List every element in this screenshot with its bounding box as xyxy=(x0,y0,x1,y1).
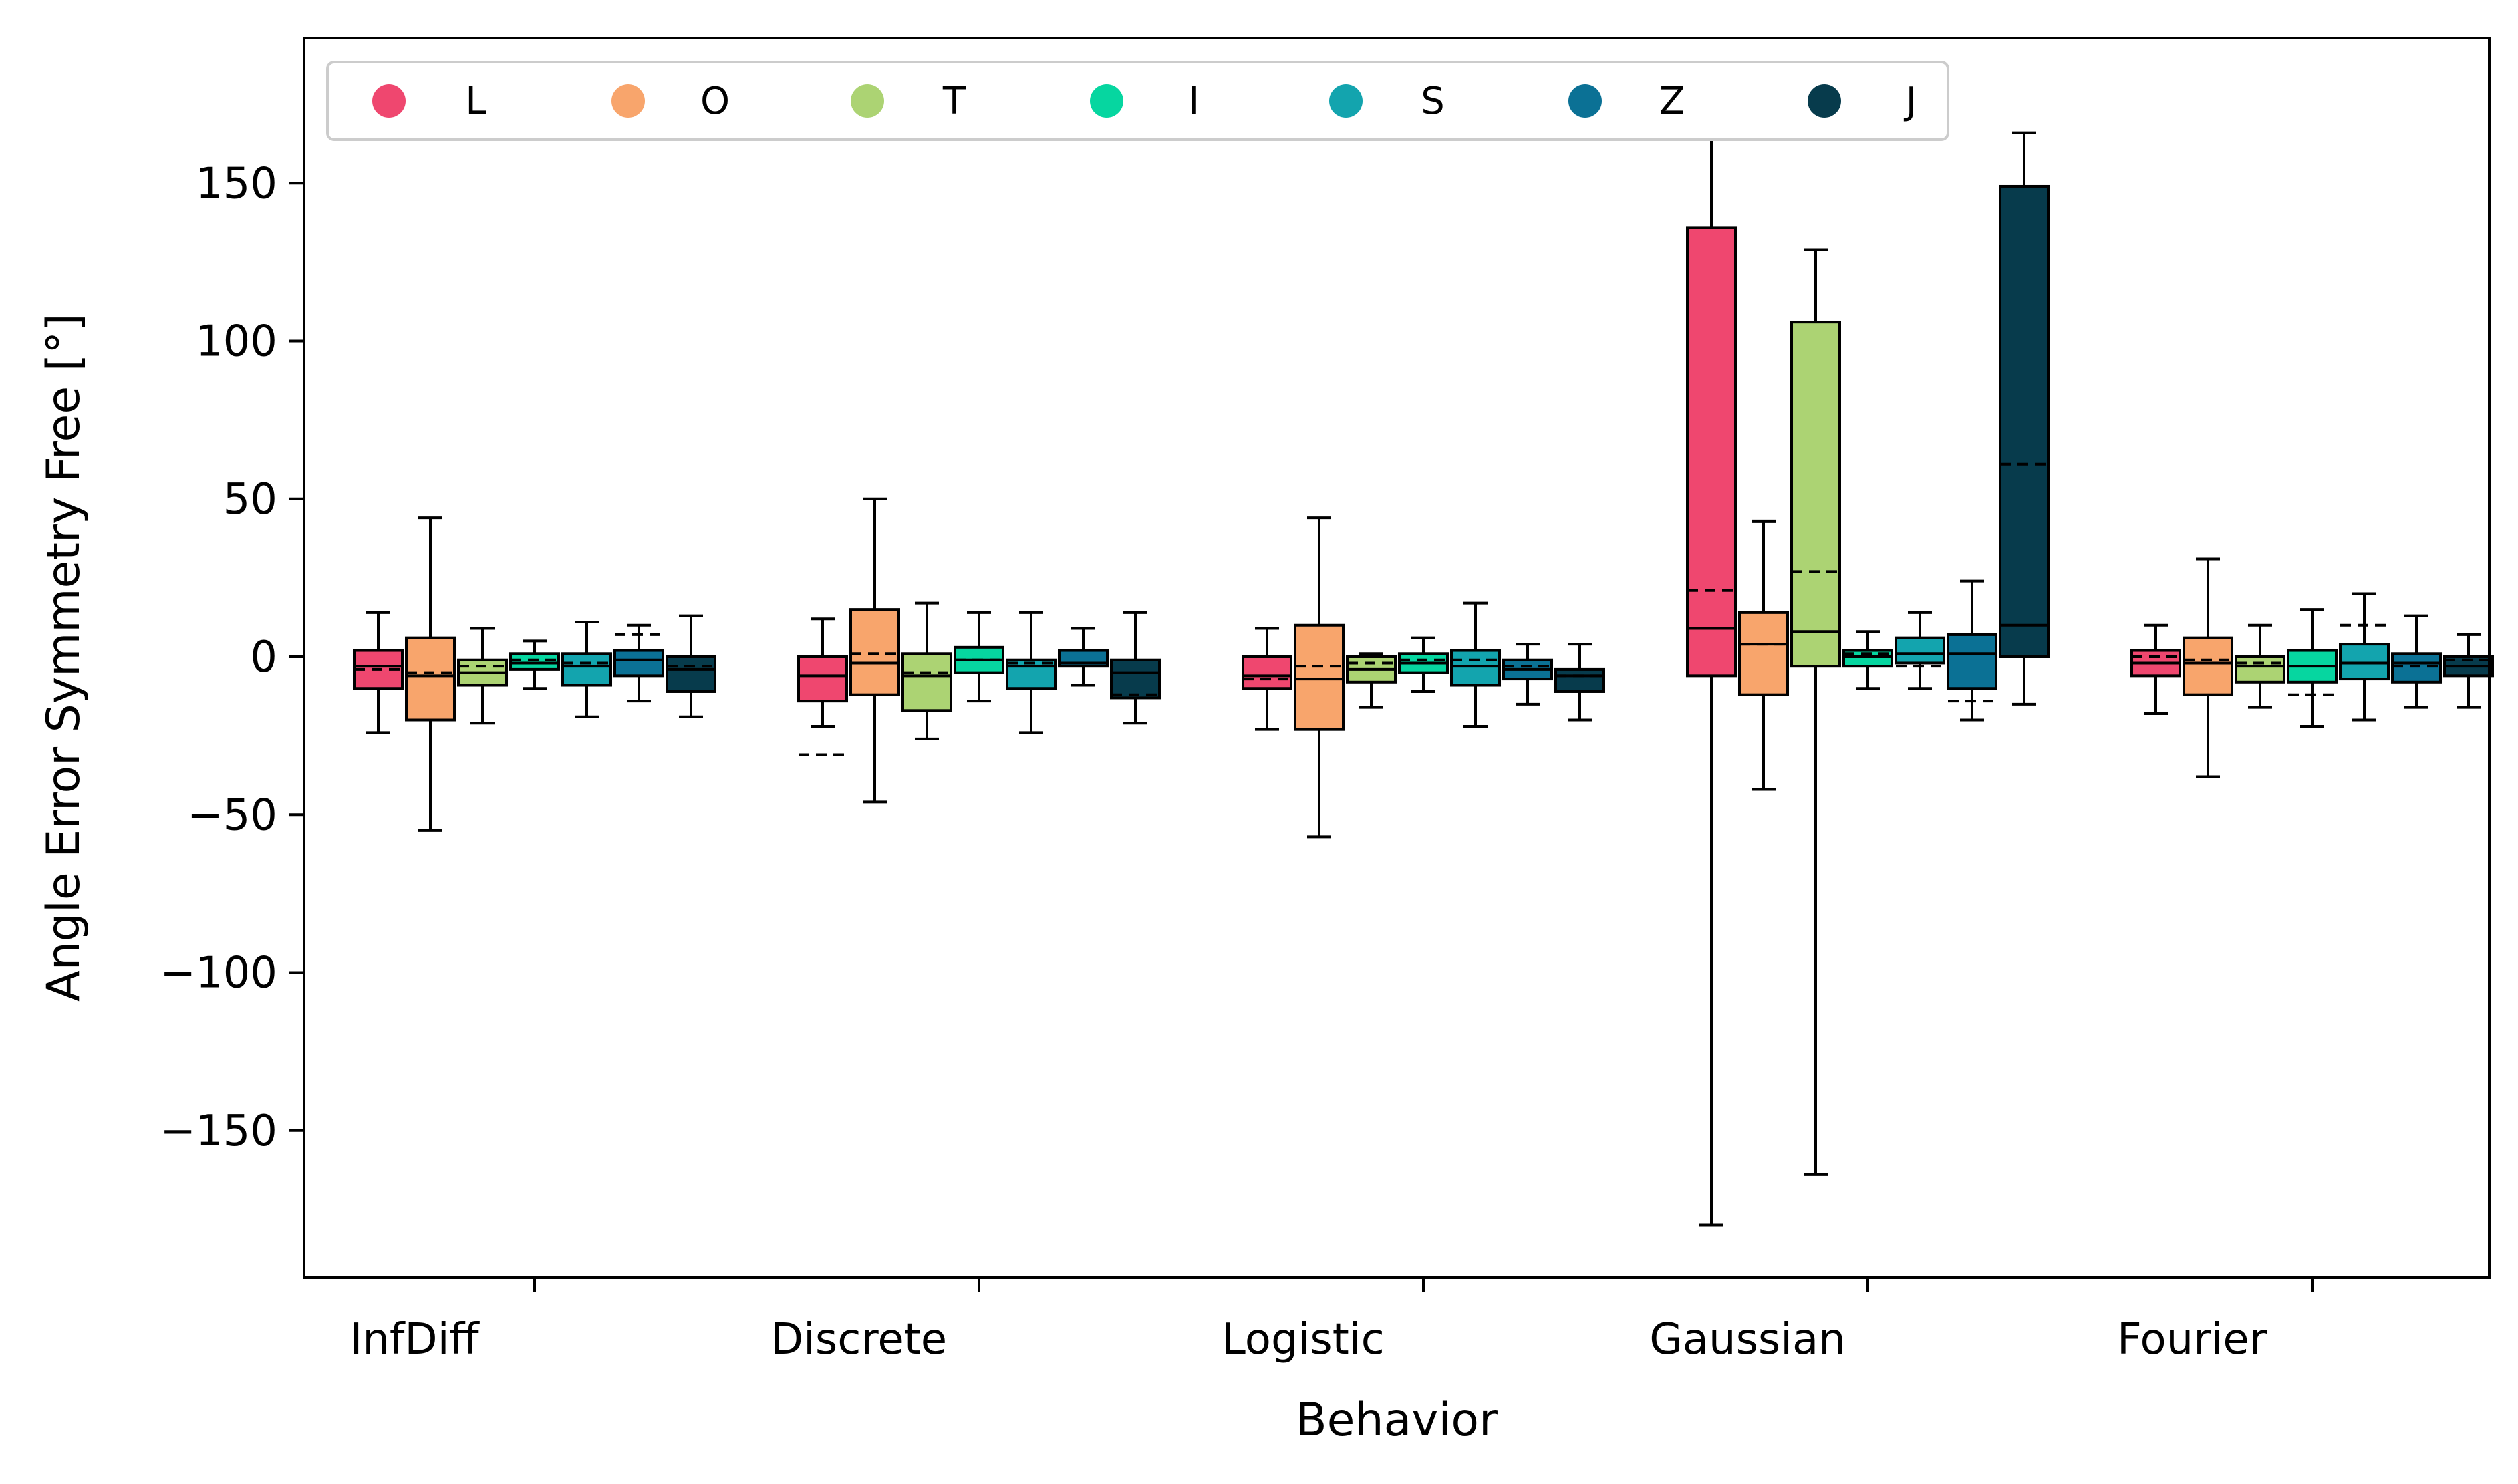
box xyxy=(797,655,848,703)
legend-marker xyxy=(372,84,406,118)
x-tick-label: InfDiff xyxy=(349,1315,480,1364)
box-group xyxy=(1842,630,1893,690)
box xyxy=(2183,636,2233,696)
box-group xyxy=(1110,611,1161,725)
x-tick-label: Gaussian xyxy=(1649,1315,1846,1364)
legend-label: Z xyxy=(1659,80,1685,123)
box xyxy=(1999,184,2050,659)
box xyxy=(1686,226,1737,678)
legend-marker xyxy=(851,84,884,118)
box-group xyxy=(1686,93,1737,1227)
box-group xyxy=(901,601,952,740)
box xyxy=(901,652,952,712)
box-group xyxy=(2391,614,2442,709)
box xyxy=(849,608,900,696)
box-group xyxy=(797,617,848,756)
box-group xyxy=(1058,627,1109,687)
legend-label: T xyxy=(942,80,966,123)
y-tick-label: 150 xyxy=(196,159,277,208)
box-group xyxy=(2339,592,2390,722)
box-group xyxy=(2287,608,2338,728)
box xyxy=(2235,655,2285,684)
legend-label: S xyxy=(1421,80,1445,123)
box-group xyxy=(561,621,612,718)
box xyxy=(2339,643,2390,681)
box xyxy=(1738,611,1789,696)
y-tick-label: 100 xyxy=(196,317,277,367)
box xyxy=(2391,652,2442,684)
box-group xyxy=(1294,516,1345,839)
plot-area xyxy=(353,93,2494,1227)
y-tick-label: 0 xyxy=(250,633,277,682)
box-group xyxy=(954,611,1004,703)
box-group xyxy=(1790,248,1841,1176)
legend-label: I xyxy=(1188,80,1200,123)
legend-label: O xyxy=(700,80,730,123)
box xyxy=(1006,658,1057,690)
y-axis-label: Angle Error Symmetry Free [°] xyxy=(37,313,90,1002)
box xyxy=(1294,623,1345,731)
box xyxy=(1895,636,1945,665)
box-group xyxy=(2130,623,2181,716)
box-group xyxy=(457,627,508,725)
legend-label: J xyxy=(1904,80,1917,123)
legend-frame xyxy=(326,61,1949,141)
box-group xyxy=(1450,601,1501,728)
box xyxy=(561,652,612,687)
x-tick-label: Logistic xyxy=(1222,1315,1385,1364)
box xyxy=(613,649,664,678)
box-group xyxy=(1947,579,1997,722)
box-group xyxy=(849,497,900,804)
legend-marker xyxy=(1090,84,1123,118)
y-axis: 150 100 50 0 −50 −100 −150 xyxy=(160,159,304,1156)
x-tick-label: Discrete xyxy=(771,1315,947,1364)
box-group xyxy=(1554,643,1605,722)
box xyxy=(1554,667,1605,693)
legend-label: L xyxy=(465,80,486,123)
x-axis: InfDiff Discrete Logistic Gaussian Fourier xyxy=(349,1278,2314,1364)
box-group xyxy=(509,639,560,690)
box-group xyxy=(1895,611,1945,690)
box-group xyxy=(1738,519,1789,791)
box xyxy=(1110,658,1161,700)
box xyxy=(1790,321,1841,668)
box-group xyxy=(2443,633,2494,709)
legend-marker xyxy=(1808,84,1841,118)
legend-marker xyxy=(1568,84,1602,118)
box-group xyxy=(1502,643,1553,706)
y-tick-label: −100 xyxy=(160,949,277,998)
box-group xyxy=(1346,652,1397,709)
box-group xyxy=(1006,611,1057,734)
y-tick-label: −50 xyxy=(187,790,277,840)
y-tick-label: 50 xyxy=(223,475,277,525)
box-group xyxy=(2183,557,2233,778)
box-group xyxy=(1398,636,1449,693)
box xyxy=(405,636,456,722)
x-axis-label: Behavior xyxy=(1296,1394,1498,1447)
box xyxy=(666,655,716,693)
box-group xyxy=(2235,623,2285,709)
box-group xyxy=(405,516,456,832)
box xyxy=(509,652,560,671)
box xyxy=(1947,633,1997,690)
x-tick-label: Fourier xyxy=(2117,1315,2267,1364)
box-group xyxy=(1999,131,2050,706)
legend-marker xyxy=(611,84,645,118)
legend-marker xyxy=(1329,84,1363,118)
box-group xyxy=(1242,627,1292,731)
y-tick-label: −150 xyxy=(160,1106,277,1156)
box-group xyxy=(613,623,664,703)
box xyxy=(1242,655,1292,690)
box-group xyxy=(666,614,716,718)
box xyxy=(1450,649,1501,687)
box-group xyxy=(353,611,404,734)
